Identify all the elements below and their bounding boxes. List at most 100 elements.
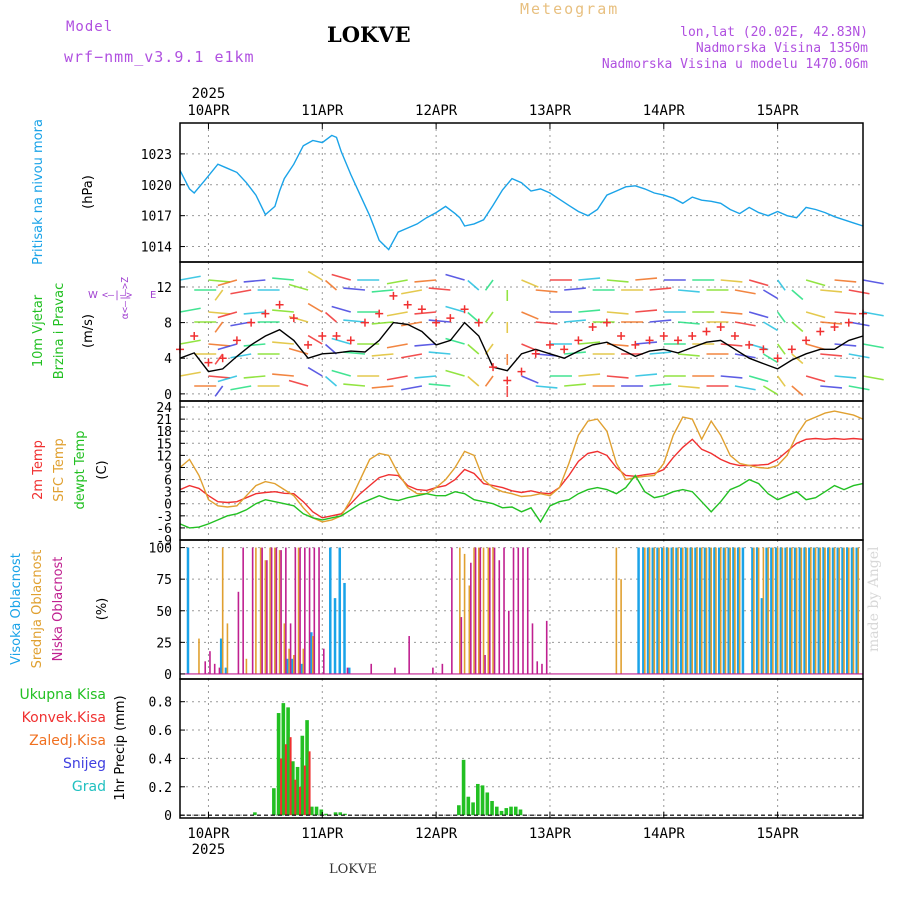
wind-barb xyxy=(331,305,351,313)
temp-units: (C) xyxy=(95,460,110,479)
wind-barb xyxy=(776,311,786,323)
temperature-ytick-label: 24 xyxy=(156,401,172,416)
cloud-bar-cloud_low xyxy=(294,547,297,674)
gust-marker xyxy=(346,336,355,345)
wind-barb xyxy=(776,279,786,291)
bottom-day-label: 12APR xyxy=(415,826,458,842)
temperature-ytick-label: 15 xyxy=(156,437,172,452)
cloud-bar-cloud_mid xyxy=(492,547,494,674)
cloud-bar-cloud_high xyxy=(841,547,844,674)
wind-barb xyxy=(820,385,843,389)
cloud-bar-cloud_high xyxy=(689,547,692,674)
gust-marker xyxy=(645,336,654,345)
wind-axis-title-2: Brzina i Pravac xyxy=(52,283,67,380)
wind-barb xyxy=(243,343,266,347)
gust-marker xyxy=(247,318,256,327)
cloud-bar-cloud_low xyxy=(322,648,325,674)
gust-marker xyxy=(759,345,768,354)
gust-marker xyxy=(289,314,298,323)
precip-bar-precip_total xyxy=(499,810,504,816)
wind-barb xyxy=(535,385,558,389)
clouds-ytick-label: 100 xyxy=(149,542,172,557)
gust-marker xyxy=(360,318,369,327)
cloud-bar-cloud_high xyxy=(770,547,773,674)
cloud-bar-cloud_high xyxy=(784,547,787,674)
cloud-bar-cloud_mid xyxy=(255,547,257,674)
gust-marker xyxy=(631,340,640,349)
cloud-bar-cloud_mid xyxy=(302,648,305,674)
wind-barb xyxy=(564,287,586,291)
wind-barb xyxy=(230,289,252,295)
cloud-bar-cloud_high xyxy=(779,547,783,674)
cloud-bar-cloud_mid xyxy=(828,547,831,674)
gust-marker xyxy=(304,340,313,349)
cloud-bar-cloud_high xyxy=(680,547,683,674)
wind-barb xyxy=(484,311,494,323)
wind-barb xyxy=(324,279,338,291)
cloud-bar-cloud_low xyxy=(507,610,510,674)
cloud-bar-cloud_low xyxy=(308,547,311,674)
temperature-ytick-label: -3 xyxy=(156,510,172,525)
top-year-label: 2025 xyxy=(192,86,226,102)
wind-barb xyxy=(748,311,769,319)
wind-barb xyxy=(791,289,804,301)
cloud-bar-cloud_high xyxy=(642,547,645,674)
wind-barb xyxy=(401,289,423,295)
cloud-bar-cloud_low xyxy=(479,547,482,674)
wind-barb xyxy=(677,385,700,389)
wind-barb xyxy=(791,353,804,365)
cloud-bar-cloud_low xyxy=(275,547,278,674)
cloud-units: (%) xyxy=(95,598,110,621)
compass-west: W xyxy=(88,290,98,301)
compass-east: E xyxy=(150,290,156,301)
cloud-bar-cloud_mid xyxy=(734,547,736,674)
cloud-bar-cloud_mid xyxy=(833,547,836,674)
precip-bar-precip_conv xyxy=(294,779,297,816)
cloud-bar-cloud_high xyxy=(808,547,811,674)
wind-barb xyxy=(748,375,769,383)
gust-marker xyxy=(617,331,626,340)
bottom-day-label: 10APR xyxy=(187,826,230,842)
wind-barb xyxy=(272,373,294,377)
wind-ytick-label: 12 xyxy=(156,281,172,296)
cloud-bar-cloud_mid xyxy=(198,638,200,674)
pressure-ytick-label: 1020 xyxy=(141,179,172,194)
wind-barb xyxy=(217,279,238,287)
wind-barb xyxy=(862,375,884,381)
pressure-line xyxy=(179,134,864,251)
wind-barb xyxy=(734,289,756,295)
wind-barb xyxy=(762,353,778,364)
clouds-ytick-label: 75 xyxy=(156,573,172,588)
cloud-bar-cloud_mid xyxy=(648,547,651,674)
cloud-bar-cloud_high xyxy=(831,547,835,674)
compass-icon: α<–|–>Z W E <–|–> xyxy=(88,277,156,319)
cloud-bar-cloud_high xyxy=(656,547,659,674)
cloud-bar-cloud_mid xyxy=(221,547,224,674)
compass-vertical: α<–|–>Z xyxy=(120,277,131,319)
wind-barb xyxy=(606,311,629,315)
cloud-bar-cloud_low xyxy=(280,550,282,674)
wind-barb xyxy=(208,311,231,315)
cloud-bar-cloud_mid xyxy=(283,623,286,674)
wind-barb xyxy=(401,385,423,391)
wind-barb xyxy=(371,289,394,293)
wind-barb xyxy=(214,353,224,365)
gust-marker xyxy=(730,331,739,340)
wind-barb xyxy=(243,279,266,283)
wind-barb xyxy=(776,343,786,355)
cloud-axis-title-1: Visoka Oblacnost xyxy=(9,553,24,665)
wind-barb xyxy=(820,321,843,325)
cloud-bar-cloud_mid xyxy=(269,547,271,674)
gust-marker xyxy=(446,314,455,323)
cloud-bar-cloud_high xyxy=(348,667,351,674)
gust-marker xyxy=(674,336,683,345)
gust-marker xyxy=(602,318,611,327)
clouds-ytick-label: 0 xyxy=(164,668,172,683)
cloud-bar-cloud_high xyxy=(765,547,768,674)
cloud-axis-title-3: Niska Oblacnost xyxy=(51,557,66,662)
precip-bar-precip_total xyxy=(343,813,347,816)
wind-barb xyxy=(834,343,857,347)
cloud-bar-cloud_mid xyxy=(843,547,845,674)
cloud-bar-cloud_high xyxy=(855,547,859,674)
cloud-bar-cloud_mid xyxy=(805,547,807,674)
